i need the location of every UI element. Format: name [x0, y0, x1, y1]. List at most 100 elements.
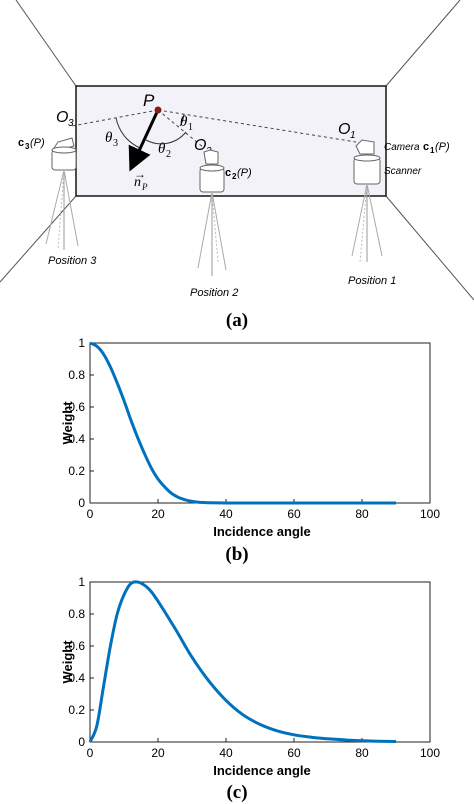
caption-b: (b): [225, 544, 248, 565]
tripod-2-leg-left: [197, 191, 213, 269]
chart-c-ytick-label: 0: [78, 735, 85, 749]
theta2-subscript: 2: [166, 149, 171, 160]
scanner-1-top: [353, 154, 381, 162]
chart-b-ytick-label: 1: [78, 336, 85, 350]
tripod-3-leg-back: [57, 169, 65, 251]
tripod-3-leg-right: [63, 169, 79, 247]
chart-b-xtick-label: 60: [287, 507, 301, 521]
o3-label: O: [56, 109, 68, 126]
chart-c-xlabel: Incidence angle: [213, 763, 311, 778]
scanner-position-3: [45, 137, 79, 251]
chart-c-ticks: 0 20 40 60 80 100 0 0.2 0.4 0.6 0.8 1: [68, 575, 440, 760]
tripod-1-leg-back: [359, 183, 368, 263]
normal-vector-mark: →: [134, 167, 146, 181]
chart-b-ytick-label: 0.2: [68, 464, 85, 478]
ray-to-o3: [71, 109, 159, 127]
chart-b-series-line: [89, 341, 396, 505]
chart-b-xtick-label: 80: [355, 507, 369, 521]
chart-b-ytick-label: 0: [78, 496, 85, 510]
chart-c-xtick-label: 80: [355, 746, 369, 760]
room-edge-bottom-left: [0, 195, 77, 283]
chart-c-ytick-label: 0.8: [68, 607, 85, 621]
ray-to-o2: [157, 109, 205, 149]
tripod-2-leg-back: [211, 191, 219, 263]
position-2-label: Position 2: [190, 287, 238, 299]
chart-b: 0 20 40 60 80 100 0 0.2 0.4 0.6 0.8 1 Incidence ang…: [60, 336, 440, 565]
scanner-3-top: [51, 146, 77, 154]
scanner-label: Scanner: [384, 166, 422, 177]
theta2-label: θ: [158, 141, 166, 157]
point-label: P: [143, 91, 155, 110]
theta1-label: θ: [180, 114, 188, 130]
c3-label: c: [18, 137, 24, 149]
tripod-1-leg-left: [351, 183, 368, 257]
chart-c-xtick-label: 60: [287, 746, 301, 760]
normal-label: n: [134, 175, 141, 190]
c1-suffix: (P): [435, 141, 450, 153]
tripod-1-leg-right: [366, 183, 383, 257]
c2-label: c: [225, 167, 231, 179]
chart-b-ytick-label: 0.6: [68, 400, 85, 414]
chart-b-xtick-label: 40: [219, 507, 233, 521]
chart-c-xtick-label: 40: [219, 746, 233, 760]
chart-b-xlabel: Incidence angle: [213, 524, 311, 539]
camera-1-body: [355, 139, 375, 155]
chart-c-plot-area: [89, 581, 431, 743]
chart-b-plot-area: [89, 342, 431, 504]
room-edge-bottom-right: [385, 195, 474, 301]
scanner-2-top: [199, 164, 225, 172]
c2-subscript: 2: [232, 172, 237, 181]
camera-label: Camera: [384, 142, 420, 153]
o1-subscript: 1: [350, 130, 356, 141]
o1-label: O: [338, 121, 350, 138]
o2-label: O: [194, 137, 206, 154]
caption-a: (a): [226, 310, 248, 331]
theta2-arc: [145, 131, 187, 145]
c3-subscript: 3: [25, 142, 30, 151]
chart-c-ytick-label: 0.2: [68, 703, 85, 717]
chart-b-ticks: 0 20 40 60 80 100 0 0.2 0.4 0.6 0.8 1: [68, 336, 440, 521]
position-3-label: Position 3: [48, 255, 97, 267]
normal-subscript: P: [141, 182, 148, 192]
caption-c: (c): [226, 782, 247, 803]
chart-c-ytick-label: 0.4: [68, 671, 85, 685]
chart-c-ytick-label: 0.6: [68, 639, 85, 653]
room-edge-top-left: [15, 0, 77, 87]
c1-label: c: [423, 141, 429, 153]
chart-c-xtick-label: 100: [420, 746, 440, 760]
chart-b-ytick-label: 0.8: [68, 368, 85, 382]
chart-b-ytick-label: 0.4: [68, 432, 85, 446]
c3-suffix: (P): [30, 137, 45, 149]
chart-c: 0 20 40 60 80 100 0 0.2 0.4 0.6 0.8 1 Incidence ang…: [60, 575, 440, 803]
chart-c-ytick-label: 1: [78, 575, 85, 589]
surface-point: [154, 106, 162, 114]
theta1-arc: [179, 113, 185, 127]
theta3-label: θ: [105, 130, 113, 146]
camera-2-body: [203, 149, 219, 165]
scanner-position-2: [197, 149, 227, 276]
c2-suffix: (P): [237, 167, 252, 179]
c1-subscript: 1: [430, 146, 435, 155]
chart-b-ylabel: Weight: [60, 401, 75, 445]
chart-b-xtick-label: 100: [420, 507, 440, 521]
surface-normal-arrow: [128, 109, 160, 172]
chart-b-xtick-label: 20: [151, 507, 165, 521]
theta1-subscript: 1: [188, 122, 193, 133]
chart-c-ylabel: Weight: [60, 640, 75, 684]
chart-c-series-line: [88, 580, 397, 743]
theta3-subscript: 3: [113, 138, 118, 149]
scanner-2-body: [199, 167, 225, 193]
chart-b-xtick-label: 0: [87, 507, 94, 521]
tripod-2-leg-right: [211, 191, 227, 271]
o3-subscript: 3: [68, 118, 74, 129]
chart-c-xtick-label: 20: [151, 746, 165, 760]
chart-c-xtick-label: 0: [87, 746, 94, 760]
back-wall: [75, 85, 387, 197]
tripod-3-leg-left: [45, 169, 65, 245]
room-edge-top-right: [385, 0, 461, 87]
position-1-label: Position 1: [348, 275, 396, 287]
scene-panel: P n P → θ 3 θ 2 θ 1 O 3 O 2 O 1 c 3 (P) …: [0, 0, 474, 331]
scanner-1-body: [353, 157, 381, 185]
scanner-position-1: [351, 139, 383, 263]
